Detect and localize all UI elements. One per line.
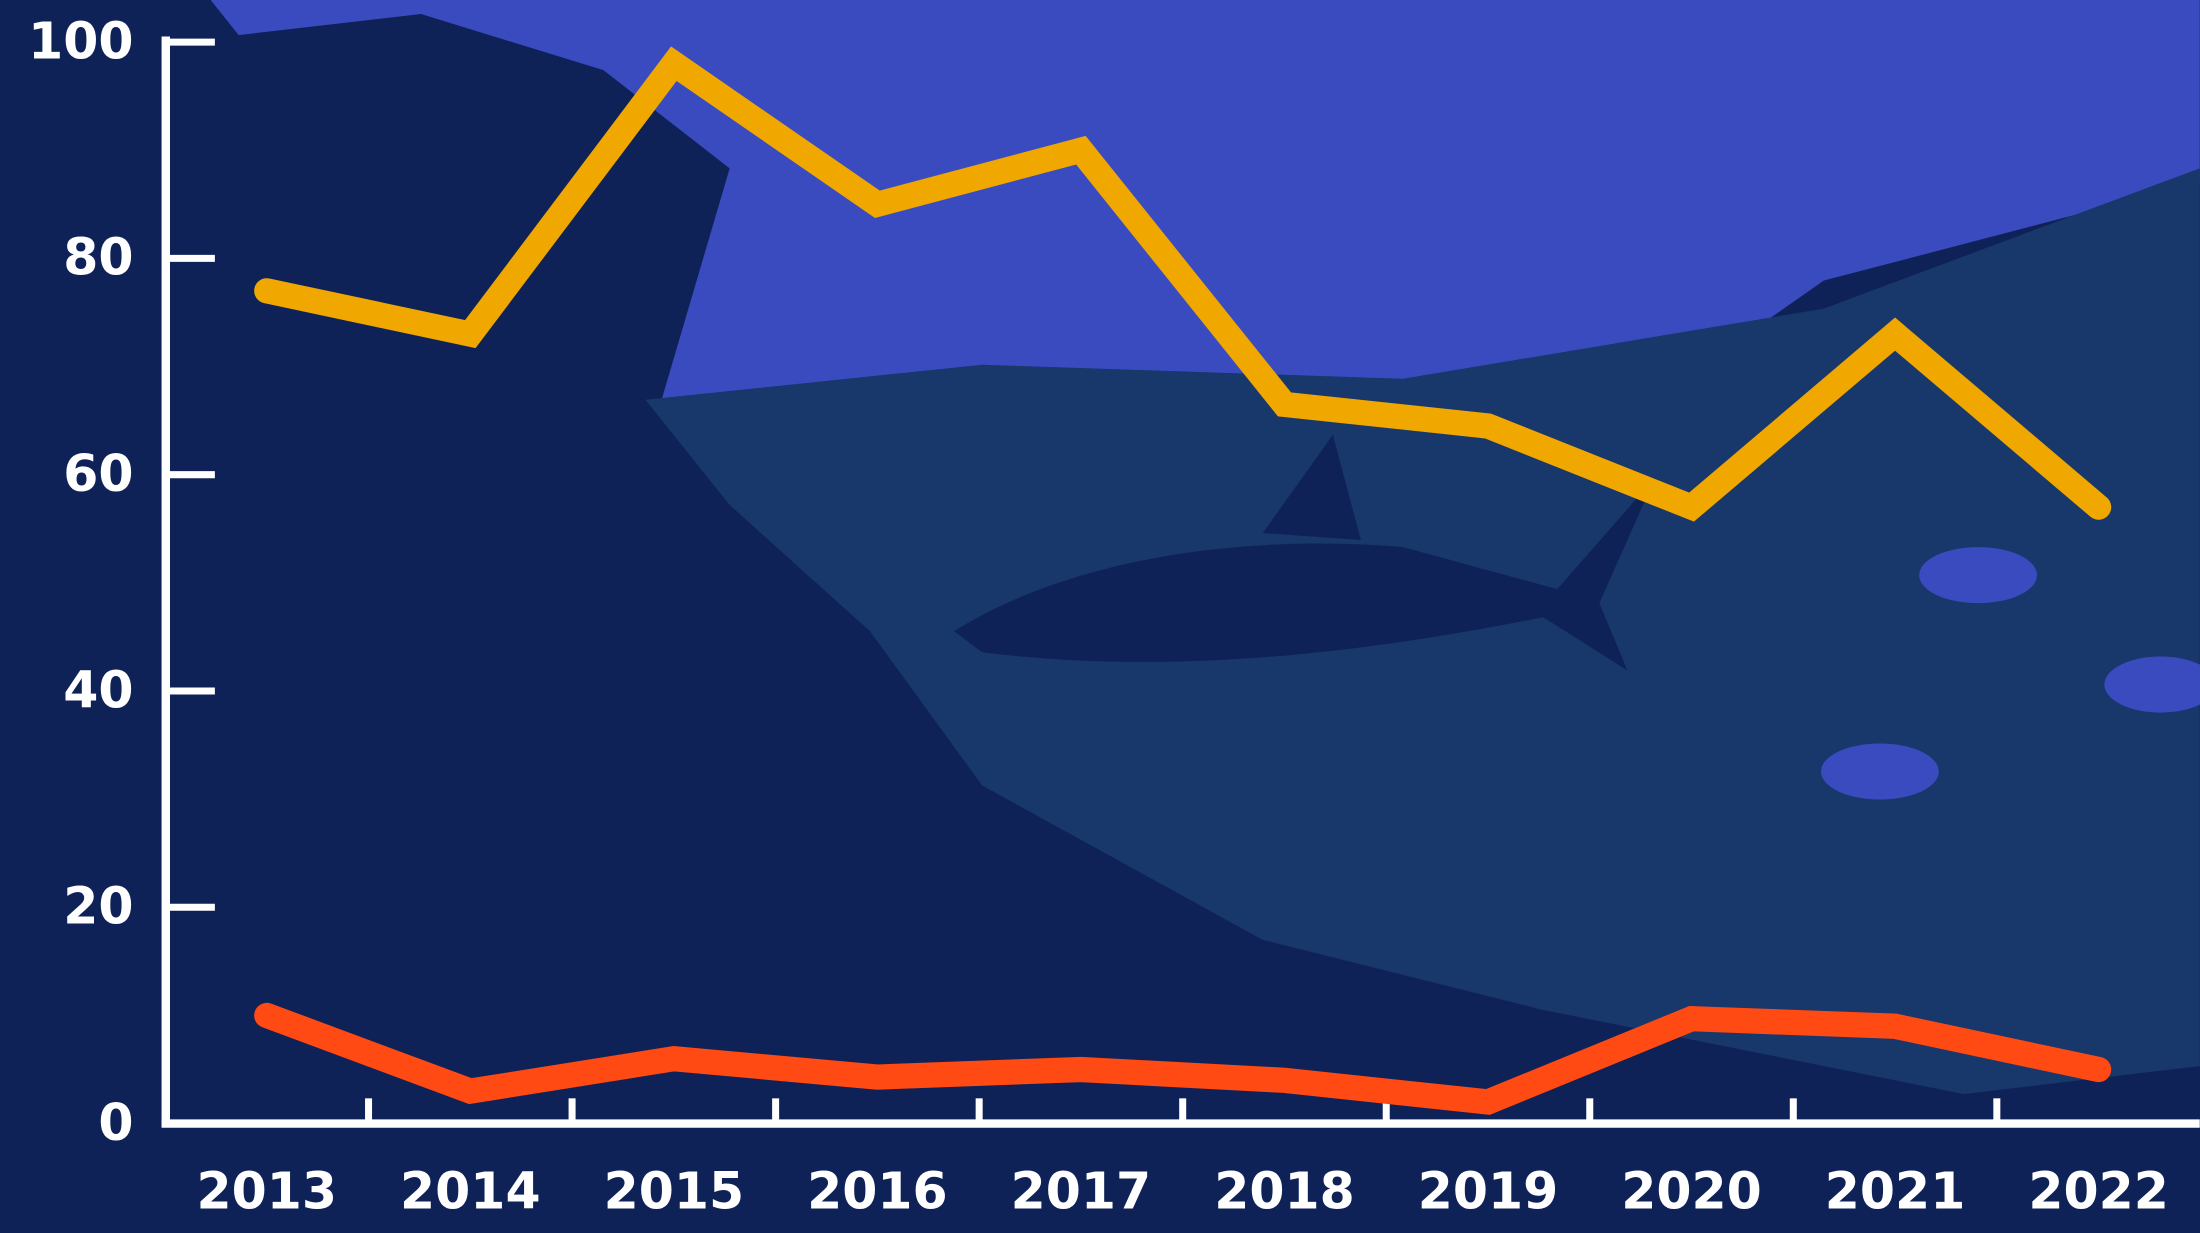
fish	[1919, 547, 2038, 604]
x-tick-label: 2017	[1011, 1162, 1152, 1221]
y-tick-label: 80	[63, 228, 133, 287]
x-tick-label: 2013	[197, 1162, 338, 1221]
y-tick-label: 0	[98, 1093, 133, 1152]
y-tick-label: 60	[63, 444, 133, 503]
shark-silhouette	[954, 476, 1656, 671]
fish	[2104, 656, 2200, 713]
fish	[1821, 743, 1939, 800]
plot: 0 20 40 60 80 100 2013 2014 2015 2016 2017 2018 2019…	[28, 11, 2200, 1221]
x-tick-label: 2014	[400, 1162, 541, 1221]
y-tick-label: 20	[63, 877, 133, 936]
x-tick-label: 2018	[1214, 1162, 1355, 1221]
x-tick-label: 2021	[1825, 1162, 1966, 1221]
y-tick-label: 100	[28, 11, 133, 70]
x-tick-label: 2016	[807, 1162, 948, 1221]
x-tick-label: 2020	[1621, 1162, 1762, 1221]
data-line	[254, 1002, 2112, 1115]
x-tick-label: 2015	[604, 1162, 745, 1221]
data-line	[254, 46, 2112, 522]
x-tick-label: 2022	[2028, 1162, 2169, 1221]
y-tick-label: 40	[63, 660, 133, 719]
shark-fin	[1262, 434, 1361, 541]
x-tick-label: 2019	[1418, 1162, 1559, 1221]
